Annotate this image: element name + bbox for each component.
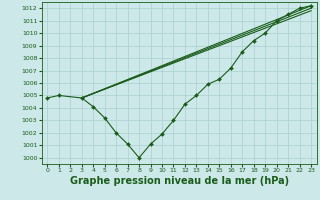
X-axis label: Graphe pression niveau de la mer (hPa): Graphe pression niveau de la mer (hPa) [70, 176, 289, 186]
